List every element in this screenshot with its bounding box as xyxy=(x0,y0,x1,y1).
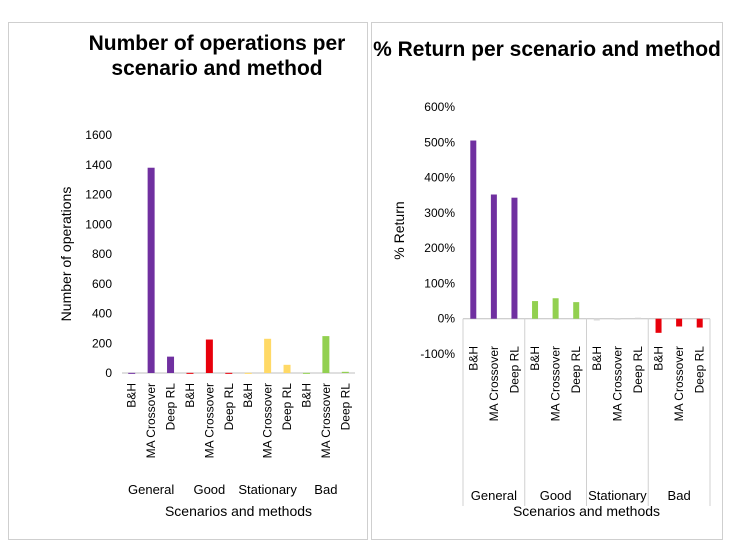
y-tick-label: 1600 xyxy=(85,128,112,142)
y-tick-label: 400 xyxy=(92,307,112,321)
x-category-label: MA Crossover xyxy=(549,346,563,421)
x-category-label: B&H xyxy=(590,346,604,371)
bar-stationary-3 xyxy=(634,317,641,319)
x-category-label: Deep RL xyxy=(693,346,707,394)
x-axis-title: Scenarios and methods xyxy=(513,503,660,519)
x-group-label: Good xyxy=(193,482,225,497)
bar-general-1 xyxy=(470,140,477,319)
x-category-label: Deep RL xyxy=(164,383,178,431)
chart-title: % Return per scenario and method xyxy=(373,38,721,61)
x-category-label: B&H xyxy=(241,383,255,408)
bar-general-2 xyxy=(490,194,497,319)
bar-stationary-2 xyxy=(614,318,621,320)
x-group-label: Bad xyxy=(668,488,691,503)
bar-general-3 xyxy=(167,356,175,373)
x-group-label: General xyxy=(128,482,174,497)
y-tick-label: 500% xyxy=(424,135,455,149)
x-category-label: MA Crossover xyxy=(144,383,158,458)
x-category-label: MA Crossover xyxy=(261,383,275,458)
x-category-label: B&H xyxy=(652,346,666,371)
y-tick-label: 0 xyxy=(105,366,112,380)
x-group-label: Bad xyxy=(314,482,337,497)
x-category-label: MA Crossover xyxy=(202,383,216,458)
bar-bad-2 xyxy=(322,336,330,373)
return-chart: -100% 0% 100% 200% 300% 400% 500% 600% % Return B… xyxy=(391,100,711,519)
x-group-label: Stationary xyxy=(238,482,297,497)
x-category-label: Deep RL xyxy=(631,346,645,394)
bar-general-1 xyxy=(128,372,136,374)
bar-bad-3 xyxy=(696,318,703,328)
x-group-label: Stationary xyxy=(588,488,647,503)
bar-good-3 xyxy=(573,302,580,319)
bar-good-1 xyxy=(186,372,194,374)
x-category-label: B&H xyxy=(299,383,313,408)
y-tick-label: 300% xyxy=(424,206,455,220)
y-tick-label: 200 xyxy=(92,336,112,350)
bar-good-1 xyxy=(532,301,539,319)
x-category-label: Deep RL xyxy=(569,346,583,394)
x-category-label: MA Crossover xyxy=(672,346,686,421)
x-group-label: Good xyxy=(540,488,572,503)
x-category-label: B&H xyxy=(466,346,480,371)
y-tick-label: 0% xyxy=(438,312,456,326)
x-category-label: B&H xyxy=(183,383,197,408)
y-tick-label: 1200 xyxy=(85,188,112,202)
x-category-label: Deep RL xyxy=(222,383,236,431)
y-tick-label: 800 xyxy=(92,247,112,261)
x-category-label: MA Crossover xyxy=(319,383,333,458)
x-category-label: MA Crossover xyxy=(487,346,501,421)
bar-stationary-2 xyxy=(264,338,272,373)
bar-good-3 xyxy=(225,372,233,374)
chart-panel-operations: Number of operations per scenario and me… xyxy=(8,22,368,540)
y-tick-label: 1000 xyxy=(85,217,112,231)
bar-stationary-3 xyxy=(283,364,291,373)
x-group-label: General xyxy=(471,488,517,503)
y-tick-label: 1400 xyxy=(85,158,112,172)
bar-bad-1 xyxy=(655,318,662,333)
y-tick-label: -100% xyxy=(420,347,455,361)
bar-bad-3 xyxy=(341,371,349,373)
y-tick-label: 400% xyxy=(424,171,455,185)
chart-panel-return: % Return per scenario and method -100% 0%… xyxy=(371,22,723,540)
bar-bad-2 xyxy=(676,318,683,327)
x-category-label: B&H xyxy=(125,383,139,408)
x-category-label: Deep RL xyxy=(507,346,521,394)
bar-general-3 xyxy=(511,197,518,319)
x-category-label: MA Crossover xyxy=(610,346,624,421)
x-category-label: B&H xyxy=(528,346,542,371)
bar-stationary-1 xyxy=(593,318,600,321)
bar-bad-1 xyxy=(302,372,310,374)
x-category-label: Deep RL xyxy=(338,383,352,431)
y-tick-label: 600 xyxy=(92,277,112,291)
y-tick-label: 100% xyxy=(424,276,455,290)
bar-good-2 xyxy=(552,298,559,319)
chart-title: Number of operations per scenario and me… xyxy=(88,32,346,80)
bar-good-2 xyxy=(205,339,213,373)
y-axis-title: Number of operations xyxy=(58,187,74,322)
x-category-label: Deep RL xyxy=(280,383,294,431)
operations-chart: 0 200 400 600 800 1000 1200 1400 1600 Number of o… xyxy=(58,128,355,519)
y-axis-title: % Return xyxy=(391,201,407,259)
y-tick-label: 200% xyxy=(424,241,455,255)
bar-stationary-1 xyxy=(244,372,252,374)
bar-general-2 xyxy=(147,167,155,373)
y-tick-label: 600% xyxy=(424,100,455,114)
x-axis-title: Scenarios and methods xyxy=(165,503,312,519)
